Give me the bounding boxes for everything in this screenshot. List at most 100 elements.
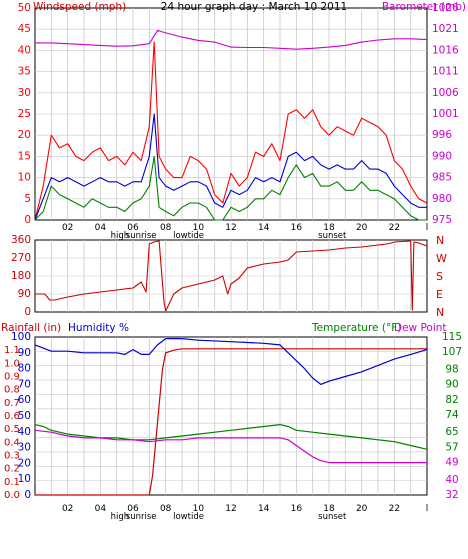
barometer-axis-title: Barometer (mb) <box>382 1 466 13</box>
humidity-y-tick: 20 <box>18 457 31 469</box>
wind-y-tick: 30 <box>18 87 31 99</box>
barometer-y-tick: 1006 <box>432 87 459 99</box>
wind-event-label: sunrise <box>126 231 157 241</box>
dewpoint-axis-title: Dew Point <box>394 322 447 334</box>
wind-hour-label: 10 <box>193 223 205 233</box>
wind-hour-label: 04 <box>95 223 107 233</box>
wind-series <box>34 41 428 221</box>
barometer-y-tick: 996 <box>432 129 452 141</box>
rain-y-tick: 0.9 <box>4 372 20 383</box>
rain-y-tick: 0.4 <box>4 437 20 448</box>
compass-label: N <box>436 234 444 247</box>
humidity-axis-title: Humidity % <box>68 322 129 334</box>
rain-y-tick: 0.2 <box>4 464 20 475</box>
tick-labels: 0510152025303540455097598098599099610011… <box>4 2 462 522</box>
series-lines <box>34 29 428 496</box>
temperature-y-tick: 107 <box>442 346 462 358</box>
temperature-y-tick: 115 <box>442 331 462 343</box>
climate-hour-label: 02 <box>62 504 73 514</box>
rain-y-tick: 0.1 <box>4 477 20 488</box>
direction-y-tick: 270 <box>11 252 31 264</box>
wind-event-label: high <box>111 231 130 241</box>
compass-label: N <box>436 306 444 319</box>
rainfall-axis-title: Rainfall (in) <box>1 322 61 334</box>
climate-event-label: sunset <box>318 512 347 522</box>
wind-hour-label: 20 <box>356 223 368 233</box>
humidity-y-tick: 90 <box>18 347 31 359</box>
climate-hour-label: 12 <box>225 504 236 514</box>
gust_avg-series <box>34 113 427 221</box>
wind-y-tick: 0 <box>24 214 31 226</box>
barometer-series <box>35 29 428 50</box>
barometer-y-tick: 980 <box>432 193 452 205</box>
temperature-y-tick: 74 <box>445 409 459 421</box>
climate-hour-label: 16 <box>291 504 303 514</box>
climate-hour-label: 20 <box>356 504 368 514</box>
wind-y-tick: 40 <box>18 44 31 56</box>
wind-hour-label: 08 <box>160 223 172 233</box>
temperature-y-tick: 98 <box>445 363 458 375</box>
rain-y-tick: 0.6 <box>4 411 20 422</box>
direction-series <box>35 240 428 312</box>
climate-event-label: lowtide <box>173 512 204 522</box>
temperature-series <box>34 424 428 450</box>
wind-event-label: lowtide <box>173 231 204 241</box>
rain-y-tick: 1.0 <box>4 358 20 369</box>
barometer-y-tick: 1011 <box>432 66 459 78</box>
temperature-y-tick: 90 <box>445 379 458 391</box>
wind-y-tick: 50 <box>18 2 31 14</box>
climate-hour-label: 14 <box>258 504 270 514</box>
rain-y-tick: 0.0 <box>4 490 20 501</box>
wind-y-tick: 20 <box>18 129 31 141</box>
wind-hour-label: 06 <box>127 223 139 233</box>
temperature-y-tick: 65 <box>445 426 458 438</box>
barometer-y-tick: 975 <box>432 214 452 226</box>
compass-label: S <box>436 270 443 283</box>
wind-end-label: l <box>426 223 429 233</box>
humidity-y-tick: 80 <box>18 363 31 375</box>
temperature-y-tick: 40 <box>445 474 458 486</box>
barometer-y-tick: 1001 <box>432 108 459 120</box>
graph-title: 24 hour graph day : March 10 2011 <box>161 1 347 13</box>
temperature-y-tick: 32 <box>445 489 458 501</box>
humidity-y-tick: 100 <box>11 331 31 343</box>
barometer-y-tick: 1026 <box>432 2 459 14</box>
humidity-y-tick: 10 <box>18 473 31 485</box>
rain-y-tick: 1.1 <box>4 345 20 356</box>
climate-hour-label: 04 <box>95 504 107 514</box>
compass-label: E <box>436 288 443 301</box>
compass-label: W <box>436 252 447 265</box>
dewpoint-series <box>34 429 427 464</box>
rain-y-tick: 0.3 <box>4 451 20 462</box>
direction-y-tick: 90 <box>18 288 31 300</box>
wind_min-series <box>34 155 427 221</box>
direction-y-tick: 180 <box>11 270 31 282</box>
humidity-y-tick: 60 <box>18 394 31 406</box>
temperature-y-tick: 49 <box>445 457 458 469</box>
humidity-y-tick: 30 <box>18 442 31 454</box>
climate-hour-label: 22 <box>389 504 400 514</box>
temperature-y-tick: 82 <box>445 394 458 406</box>
barometer-y-tick: 985 <box>432 172 452 184</box>
humidity-y-tick: 40 <box>18 426 31 438</box>
barometer-y-tick: 1016 <box>432 44 459 56</box>
wind-hour-label: 18 <box>323 223 335 233</box>
wind-y-tick: 5 <box>24 193 31 205</box>
grid-lines <box>35 8 427 495</box>
direction-y-tick: 360 <box>11 234 31 246</box>
barometer-y-tick: 990 <box>432 150 452 162</box>
humidity-y-tick: 50 <box>18 410 31 422</box>
humidity-y-tick: 0 <box>24 489 31 501</box>
climate-event-label: high <box>111 512 130 522</box>
climate-end-label: l <box>426 504 429 514</box>
rain-y-tick: 0.5 <box>4 424 20 435</box>
wind-y-tick: 35 <box>18 66 31 78</box>
rain-series <box>35 348 427 496</box>
humidity-y-tick: 70 <box>18 378 31 390</box>
rain-y-tick: 0.7 <box>4 398 20 409</box>
climate-hour-label: 08 <box>160 504 172 514</box>
wind-hour-label: 14 <box>258 223 270 233</box>
humidity-series <box>34 338 428 385</box>
